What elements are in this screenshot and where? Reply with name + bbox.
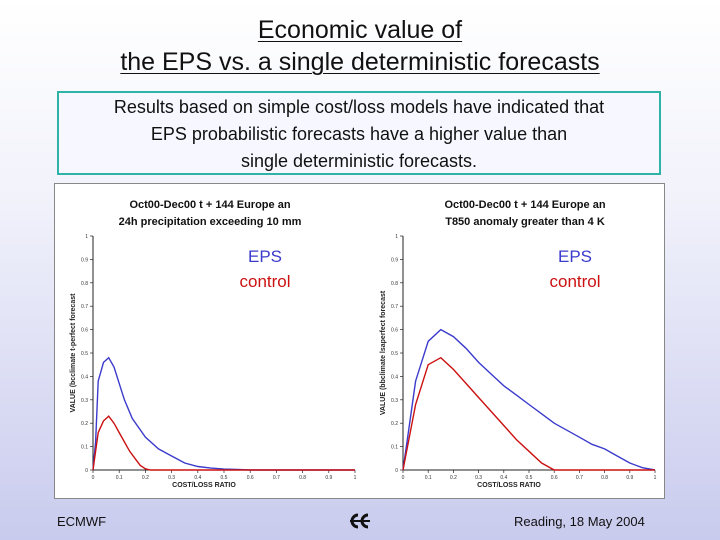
summary-line: Results based on simple cost/loss models… (113, 97, 605, 117)
y-tick-label: 0.4 (391, 374, 398, 380)
x-tick-label: 0 (92, 475, 95, 481)
slide-title: Economic value of the EPS vs. a single d… (0, 14, 720, 78)
summary-box: Results based on simple cost/loss models… (57, 91, 661, 175)
x-tick-label: 0.8 (299, 475, 306, 481)
y-tick-label: 0.6 (391, 328, 398, 334)
footer-date: Reading, 18 May 2004 (514, 514, 645, 529)
summary-line: single deterministic forecasts. (240, 151, 478, 171)
y-tick-label: 0.6 (81, 328, 88, 334)
y-tick-label: 0.3 (81, 398, 88, 404)
x-tick-label: 0.9 (325, 475, 332, 481)
chart-title-line: Oct00-Dec00 t + 144 Europe an (129, 199, 290, 211)
y-tick-label: 0.3 (391, 398, 398, 404)
x-tick-label: 0.5 (221, 475, 228, 481)
series-line-control (92, 415, 355, 471)
y-tick-label: 0.9 (391, 257, 398, 263)
title-line: the EPS vs. a single deterministic forec… (120, 48, 600, 76)
chart-title-line: 24h precipitation exceeding 10 mm (119, 216, 302, 228)
x-tick-label: 0.9 (626, 475, 633, 481)
series-line-eps (402, 328, 656, 471)
y-tick-label: 0 (85, 468, 88, 474)
y-tick-label: 0.5 (391, 351, 398, 357)
title-line: Economic value of (257, 16, 463, 44)
y-tick-label: 0.9 (81, 257, 88, 263)
y-axis-label: VALUE (bcclimate t-perfect forecast (70, 293, 77, 413)
y-tick-label: 0.2 (391, 421, 398, 427)
x-axis-label: COST/LOSS RATIO (172, 482, 236, 489)
y-tick-label: 0.8 (391, 281, 398, 287)
x-tick-label: 0.4 (194, 475, 201, 481)
x-tick-label: 0.2 (142, 475, 149, 481)
y-tick-label: 0.4 (81, 374, 88, 380)
x-tick-label: 0.5 (526, 475, 533, 481)
y-tick-label: 0 (395, 468, 398, 474)
y-tick-label: 0.7 (81, 304, 88, 310)
y-tick-label: 0.8 (81, 281, 88, 287)
x-tick-label: 0.6 (551, 475, 558, 481)
x-tick-label: 0.3 (475, 475, 482, 481)
footer-organization: ECMWF (57, 514, 107, 529)
y-tick-label: 1 (85, 234, 88, 240)
x-tick-label: 0.1 (425, 475, 432, 481)
ecmwf-logo-icon (348, 512, 372, 535)
x-tick-label: 0.4 (500, 475, 507, 481)
x-tick-label: 1 (354, 475, 357, 481)
legend-label-eps: EPS (558, 247, 592, 266)
x-tick-label: 0 (402, 475, 405, 481)
y-axis-label: VALUE (bbclimate lsaperfect forecast (380, 290, 387, 415)
chart-title-line: T850 anomaly greater than 4 K (445, 216, 605, 228)
y-tick-label: 0.2 (81, 421, 88, 427)
x-tick-label: 1 (654, 475, 657, 481)
y-tick-label: 1 (395, 234, 398, 240)
x-tick-label: 0.7 (273, 475, 280, 481)
series-line-control (402, 356, 655, 471)
summary-line: EPS probabilistic forecasts have a highe… (150, 124, 568, 144)
chart-title-line: Oct00-Dec00 t + 144 Europe an (444, 199, 605, 211)
x-tick-label: 0.3 (168, 475, 175, 481)
charts-svg: Oct00-Dec00 t + 144 Europe an 24h precipi… (70, 199, 657, 489)
x-tick-label: 0.1 (116, 475, 123, 481)
x-tick-label: 0.7 (576, 475, 583, 481)
y-tick-label: 0.7 (391, 304, 398, 310)
figure-panel: Oct00-Dec00 t + 144 Europe an 24h precipi… (54, 183, 665, 499)
series-line-eps (92, 356, 355, 471)
legend-label-control: control (239, 272, 290, 291)
x-tick-label: 0.6 (247, 475, 254, 481)
y-tick-label: 0.1 (391, 445, 398, 451)
legend-label-eps: EPS (248, 247, 282, 266)
y-tick-label: 0.1 (81, 445, 88, 451)
y-tick-label: 0.5 (81, 351, 88, 357)
x-tick-label: 0.8 (601, 475, 608, 481)
x-axis-label: COST/LOSS RATIO (477, 482, 541, 489)
x-tick-label: 0.2 (450, 475, 457, 481)
legend-label-control: control (549, 272, 600, 291)
